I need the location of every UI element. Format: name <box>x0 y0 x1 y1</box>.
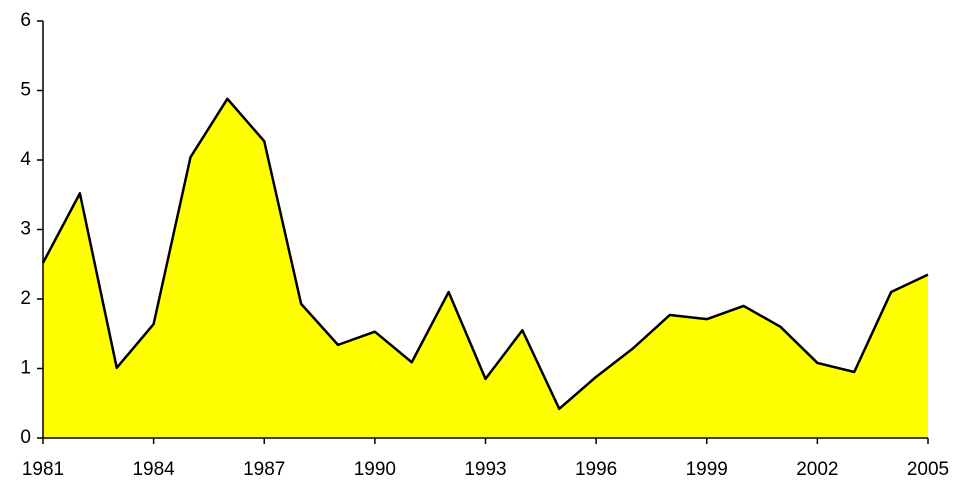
y-tick-label: 5 <box>20 80 31 101</box>
x-tick-label: 1996 <box>575 459 617 480</box>
y-tick-label: 1 <box>20 358 31 379</box>
y-tick-label: 6 <box>20 10 31 31</box>
x-tick-label: 1987 <box>243 459 285 480</box>
x-tick-label: 2005 <box>907 459 949 480</box>
y-tick-label: 3 <box>20 219 31 240</box>
x-tick-label: 2002 <box>796 459 838 480</box>
area-line <box>41 97 929 411</box>
x-tick-label: 1981 <box>22 459 64 480</box>
y-tick-label: 4 <box>20 149 31 170</box>
x-tick-label: 1984 <box>132 459 175 480</box>
y-tick-label: 2 <box>20 288 31 309</box>
x-tick-label: 1990 <box>354 459 396 480</box>
y-tick-label: 0 <box>20 427 31 448</box>
x-tick-label: 1999 <box>686 459 728 480</box>
area-fill <box>43 98 928 438</box>
x-tick-label: 1993 <box>464 459 506 480</box>
